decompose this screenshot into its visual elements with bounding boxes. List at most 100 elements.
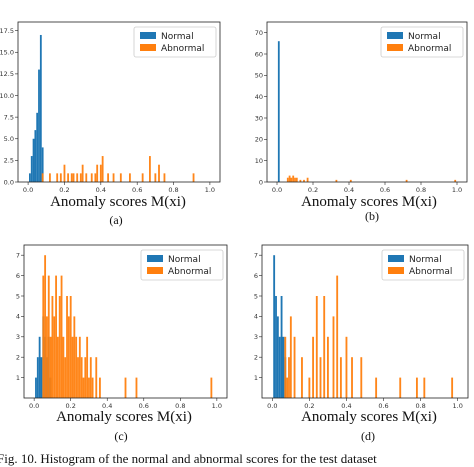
y-tick-label-b-7: 70 — [255, 29, 263, 37]
axis-label-x-b: Anomaly scores M(xi) — [301, 194, 437, 210]
bar-a-normal-1 — [30, 156, 33, 182]
bar-b-abnormal-0 — [286, 177, 289, 182]
bar-a-abnormal-20 — [129, 173, 131, 182]
bar-d-abnormal-6 — [308, 377, 311, 398]
bar-d-abnormal-8 — [315, 296, 318, 398]
bar-a-normal-6 — [39, 34, 42, 182]
bar-b-abnormal-11 — [405, 179, 408, 182]
bar-c-abnormal-16 — [71, 336, 74, 398]
x-tick-label-d-2: 0.4 — [341, 402, 351, 410]
x-tick-label-c-3: 0.6 — [139, 402, 149, 410]
bar-c-abnormal-11 — [62, 336, 65, 398]
bar-d-abnormal-13 — [336, 275, 339, 398]
y-tick-label-d-6: 7 — [254, 252, 258, 260]
bar-a-abnormal-19 — [119, 173, 122, 182]
y-tick-label-d-3: 4 — [254, 313, 258, 321]
bar-c-abnormal-10 — [60, 275, 63, 398]
bar-c-abnormal-6 — [53, 316, 56, 398]
bar-d-abnormal-4 — [293, 336, 296, 398]
bar-d-abnormal-0 — [284, 336, 287, 398]
bar-a-abnormal-26 — [192, 173, 195, 182]
legend-label-c-abnormal: Abnormal — [168, 267, 211, 277]
bar-d-abnormal-16 — [351, 357, 353, 398]
bar-a-abnormal-10 — [81, 164, 84, 182]
bar-d-abnormal-17 — [360, 357, 363, 398]
bar-d-abnormal-20 — [415, 377, 418, 398]
bar-a-normal-3 — [34, 130, 37, 182]
bar-c-abnormal-2 — [46, 316, 48, 398]
plot-frame-c — [23, 244, 228, 399]
x-tick-label-b-5: 1.0 — [452, 186, 462, 194]
axis-label-x-a: Anomaly scores M(xi) — [50, 194, 186, 210]
bar-d-abnormal-2 — [288, 357, 290, 398]
bar-c-abnormal-15 — [69, 296, 72, 398]
x-tick-label-b-2: 0.4 — [344, 186, 354, 194]
y-tick-label-d-2: 3 — [254, 333, 258, 341]
y-tick-label-d-0: 1 — [254, 374, 258, 382]
y-tick-label-a-3: 7.5 — [4, 113, 14, 121]
bar-d-abnormal-1 — [286, 377, 289, 398]
bar-a-abnormal-9 — [79, 173, 82, 182]
histogram-panel-b: 0.0 0.2 0.4 0.6 0.8 1.0 0 10 20 30 40 50 60 70 Normal A… — [255, 21, 468, 194]
bar-d-normal-1 — [275, 296, 277, 398]
bar-a-abnormal-2 — [56, 173, 59, 182]
bar-d-abnormal-14 — [339, 357, 342, 398]
bar-c-abnormal-26 — [89, 357, 92, 398]
bar-d-abnormal-15 — [345, 336, 348, 398]
bar-a-abnormal-12 — [90, 173, 93, 182]
x-tick-label-a-5: 1.0 — [205, 186, 215, 194]
x-tick-label-a-1: 0.2 — [59, 186, 69, 194]
panel-label-a: (a) — [109, 213, 122, 227]
histogram-panel-a: 0.0 0.2 0.4 0.6 0.8 1.0 0.0 2.5 5.0 7.5 10.0 12.5 15… — [0, 21, 221, 194]
y-tick-label-a-0: 0.0 — [4, 178, 14, 186]
bar-a-abnormal-0 — [41, 173, 44, 182]
bar-d-normal-3 — [278, 336, 281, 398]
bar-d-normal-5 — [282, 336, 285, 398]
bar-a-abnormal-13 — [94, 173, 97, 182]
bar-c-abnormal-28 — [95, 357, 98, 398]
bar-c-normal-1 — [36, 357, 39, 398]
bar-c-abnormal-32 — [210, 377, 213, 398]
bar-d-abnormal-21 — [423, 377, 426, 398]
bar-d-abnormal-7 — [312, 336, 315, 398]
legend-label-a-normal: Normal — [161, 32, 194, 42]
bar-c-abnormal-3 — [47, 275, 50, 398]
bar-a-abnormal-1 — [49, 173, 51, 182]
x-tick-label-d-0: 0.0 — [267, 402, 277, 410]
x-tick-label-c-0: 0.0 — [29, 402, 39, 410]
x-tick-label-c-5: 1.0 — [212, 402, 222, 410]
bar-c-abnormal-8 — [56, 336, 59, 398]
y-tick-label-b-2: 20 — [255, 136, 263, 144]
bar-a-abnormal-11 — [85, 173, 88, 182]
panel-label-c: (c) — [114, 429, 127, 443]
x-tick-label-a-3: 0.6 — [132, 186, 142, 194]
bar-a-abnormal-15 — [99, 164, 102, 182]
y-tick-label-a-4: 10.0 — [0, 92, 14, 100]
bar-c-abnormal-23 — [84, 357, 87, 398]
panel-label-b: (b) — [365, 209, 379, 223]
y-tick-label-c-1: 2 — [16, 354, 20, 362]
x-tick-label-a-4: 0.8 — [168, 186, 178, 194]
y-tick-label-d-5: 6 — [254, 272, 258, 280]
y-tick-label-c-5: 6 — [16, 272, 20, 280]
bar-c-abnormal-1 — [44, 255, 47, 398]
panel-label-d: (d) — [361, 429, 375, 443]
bar-b-normal-0 — [277, 41, 280, 183]
legend-swatch-a-normal — [140, 32, 156, 39]
bar-a-normal-7 — [41, 147, 44, 182]
y-tick-label-c-0: 1 — [16, 374, 20, 382]
bar-b-abnormal-8 — [306, 177, 309, 182]
x-tick-label-b-3: 0.6 — [380, 186, 390, 194]
y-tick-label-c-6: 7 — [16, 252, 20, 260]
bar-b-abnormal-12 — [454, 179, 457, 182]
bar-c-abnormal-27 — [91, 377, 94, 398]
y-tick-label-c-3: 4 — [16, 313, 20, 321]
histogram-panel-d: 0.0 0.2 0.4 0.6 0.8 1.0 1 2 3 4 5 6 7 Normal Abnormal — [254, 244, 469, 410]
bar-c-abnormal-29 — [99, 377, 101, 398]
bar-c-abnormal-24 — [86, 336, 89, 398]
plot-frame-a — [17, 21, 221, 183]
legend-swatch-c-abnormal — [147, 267, 163, 274]
bar-c-abnormal-25 — [88, 377, 90, 398]
y-tick-label-c-4: 5 — [16, 292, 20, 300]
x-tick-label-c-4: 0.8 — [175, 402, 185, 410]
